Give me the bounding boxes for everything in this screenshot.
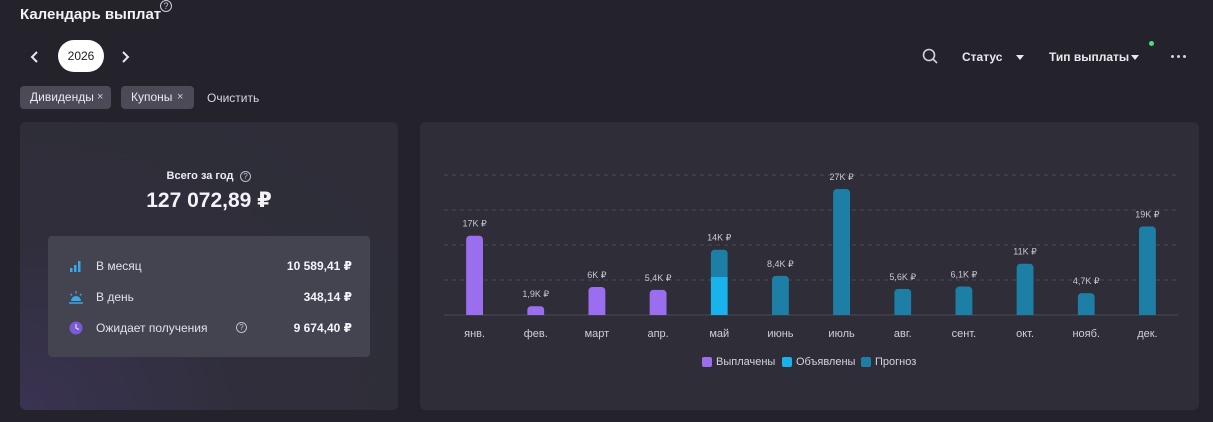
- stat-value: 10 589,41 ₽: [286, 259, 352, 273]
- x-tick-label: янв.: [464, 328, 485, 340]
- x-tick-label: авг.: [894, 328, 912, 340]
- bar-окт.[interactable]: [1016, 263, 1034, 315]
- sunrise-icon: [69, 291, 83, 304]
- bar-май[interactable]: [710, 249, 728, 277]
- data-label: 1,9K ₽: [522, 289, 549, 299]
- payout-chart: 17K ₽ янв. 1,9K ₽ фев. 6K ₽ март 5,4K ₽ апр. 14K…: [444, 172, 1178, 340]
- bar-апр.[interactable]: [649, 289, 667, 315]
- bar-авг.[interactable]: [894, 288, 912, 315]
- chip-label: Дивиденды: [30, 90, 94, 104]
- legend-swatch-forecast: [861, 357, 871, 367]
- chevron-down-icon[interactable]: [1131, 55, 1139, 60]
- chip-dividends[interactable]: Дивиденды ×: [20, 86, 111, 109]
- clock-icon: [69, 321, 83, 335]
- summary-card: Всего за год ? 127 072,89 ₽ В месяц 10 5…: [20, 122, 398, 410]
- stat-value: 348,14 ₽: [303, 290, 352, 304]
- stat-row-month: В месяц 10 589,41 ₽: [48, 256, 370, 276]
- x-tick-label: фев.: [524, 328, 548, 340]
- chip-label: Купоны: [131, 90, 173, 104]
- bar-янв.[interactable]: [466, 235, 484, 315]
- x-tick-label: июль: [828, 328, 855, 340]
- data-label: 11K ₽: [1013, 247, 1037, 257]
- chevron-left-icon: [30, 51, 38, 63]
- total-value: 127 072,89 ₽: [146, 189, 272, 212]
- chart-card: 17K ₽ янв. 1,9K ₽ фев. 6K ₽ март 5,4K ₽ апр. 14K…: [420, 122, 1199, 410]
- data-label: 6K ₽: [587, 270, 607, 280]
- data-label: 19K ₽: [1135, 209, 1160, 219]
- status-dropdown[interactable]: Статус: [962, 50, 1003, 64]
- total-label-text: Всего за год: [166, 170, 234, 182]
- bar-июнь[interactable]: [771, 275, 789, 315]
- total-label: Всего за год: [20, 170, 398, 182]
- year-selector[interactable]: 2026: [58, 40, 104, 72]
- bar-фев.[interactable]: [527, 306, 545, 315]
- legend-label: Выплачены: [716, 356, 776, 368]
- data-label: 5,6K ₽: [889, 272, 916, 282]
- search-icon: [922, 48, 938, 64]
- search-button[interactable]: [920, 46, 940, 66]
- stat-label: В день: [96, 290, 134, 304]
- chevron-down-icon[interactable]: [1016, 55, 1024, 60]
- legend-swatch-announced: [782, 357, 792, 367]
- data-label: 4,7K ₽: [1073, 276, 1100, 286]
- data-label: 17K ₽: [462, 219, 487, 229]
- x-tick-label: апр.: [647, 328, 668, 340]
- stats-box: В месяц 10 589,41 ₽ В день 348,14 ₽ Ожид…: [48, 236, 370, 357]
- remove-chip-icon[interactable]: ×: [97, 91, 104, 103]
- stat-row-day: В день 348,14 ₽: [48, 287, 370, 307]
- bar-нояб.[interactable]: [1077, 293, 1095, 315]
- page-title: Календарь выплат: [20, 6, 162, 23]
- remove-chip-icon[interactable]: ×: [177, 91, 184, 103]
- bar-май[interactable]: [710, 276, 728, 315]
- more-icon: [1171, 55, 1174, 58]
- previous-year-button[interactable]: [24, 46, 46, 68]
- data-label: 8,4K ₽: [767, 259, 794, 269]
- clear-filters-button[interactable]: Очистить: [207, 91, 260, 105]
- bars-icon: [70, 261, 81, 272]
- filter-active-indicator: [1149, 41, 1154, 46]
- legend-label: Объявлены: [796, 356, 856, 368]
- stat-label: В месяц: [96, 259, 142, 273]
- more-options-button[interactable]: [1170, 54, 1188, 60]
- stat-label: Ожидает получения: [96, 321, 208, 335]
- bar-сент.[interactable]: [955, 286, 973, 315]
- help-icon[interactable]: ?: [160, 0, 172, 12]
- x-tick-label: март: [585, 328, 610, 340]
- more-icon-dot: [1177, 55, 1180, 58]
- data-label: 14K ₽: [707, 233, 732, 243]
- data-label: 6,1K ₽: [951, 270, 978, 280]
- stat-row-pending: Ожидает получения ? 9 674,40 ₽: [48, 318, 370, 338]
- bar-дек.[interactable]: [1138, 226, 1156, 315]
- chip-coupons[interactable]: Купоны ×: [121, 86, 194, 109]
- x-tick-label: сент.: [952, 328, 977, 340]
- legend-swatch-paid: [702, 357, 712, 367]
- legend-label: Прогноз: [875, 356, 917, 368]
- x-tick-label: май: [709, 328, 729, 340]
- next-year-button[interactable]: [114, 46, 136, 68]
- x-tick-label: окт.: [1016, 328, 1034, 340]
- help-icon[interactable]: ?: [240, 171, 251, 182]
- data-label: 5,4K ₽: [645, 273, 672, 283]
- bar-март[interactable]: [588, 287, 606, 315]
- x-tick-label: нояб.: [1072, 328, 1100, 340]
- stat-value: 9 674,40 ₽: [293, 321, 352, 335]
- x-tick-label: июнь: [767, 328, 793, 340]
- x-tick-label: дек.: [1137, 328, 1157, 340]
- more-icon-dot: [1183, 55, 1186, 58]
- data-label: 27K ₽: [829, 172, 854, 182]
- bar-июль[interactable]: [833, 189, 851, 315]
- help-icon[interactable]: ?: [236, 322, 247, 333]
- payout-type-dropdown[interactable]: Тип выплаты: [1049, 50, 1130, 64]
- chevron-right-icon: [122, 51, 130, 63]
